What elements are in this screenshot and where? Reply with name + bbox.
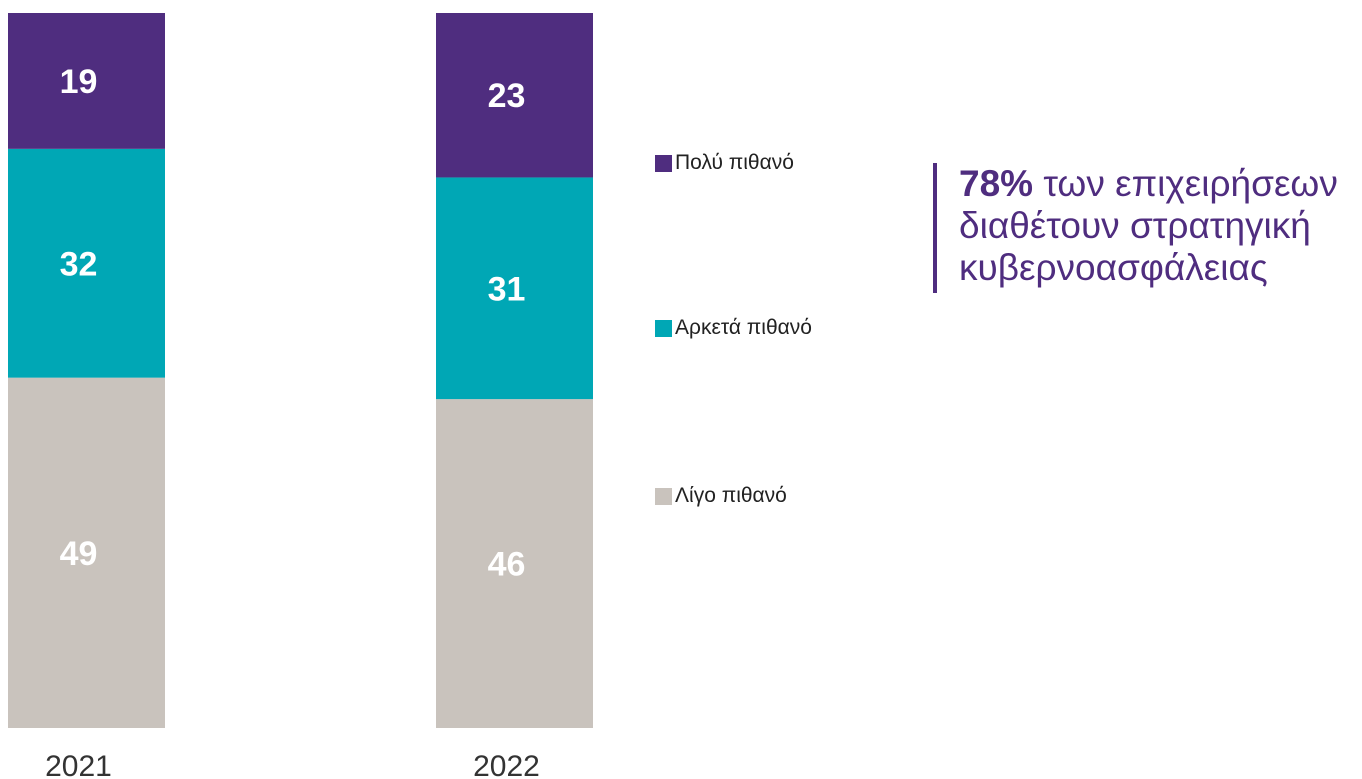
bar-value-label-2022-0: 46 — [488, 546, 526, 584]
legend-item-fairly-likely: Αρκετά πιθανό — [655, 316, 812, 340]
legend-label-fairly-likely: Αρκετά πιθανό — [675, 316, 812, 339]
bar-segment-2022-1 — [436, 177, 593, 400]
legend-swatch-very-likely — [655, 154, 672, 172]
legend-swatch-slightly-likely — [655, 487, 672, 505]
bar-value-label-2022-2: 23 — [488, 77, 526, 115]
x-tick-label-2022: 2022 — [473, 750, 540, 779]
callout-body: των επιχειρήσεων διαθέτουν στρατηγική κυ… — [959, 163, 1338, 288]
bar-segment-2021-1 — [8, 148, 165, 378]
bar-value-label-2021-0: 49 — [60, 535, 98, 573]
legend-swatch-fairly-likely — [655, 319, 672, 337]
legend-item-slightly-likely: Λίγο πιθανό — [655, 484, 787, 508]
bar-segment-2022-2 — [436, 13, 593, 178]
bar-segment-2021-0 — [8, 377, 165, 728]
legend-item-very-likely: Πολύ πιθανό — [655, 151, 794, 175]
x-tick-label-2021: 2021 — [45, 750, 112, 779]
callout: 78% των επιχειρήσεων διαθέτουν στρατηγικ… — [933, 163, 1362, 293]
bar-segment-2022-0 — [436, 399, 593, 728]
legend-label-very-likely: Πολύ πιθανό — [675, 151, 794, 174]
bar-segment-2021-2 — [8, 13, 165, 149]
bar-value-label-2022-1: 31 — [488, 270, 526, 308]
bar-value-label-2021-1: 32 — [60, 245, 98, 283]
bar-value-label-2021-2: 19 — [60, 63, 98, 101]
callout-highlight: 78% — [959, 163, 1034, 204]
legend-label-slightly-likely: Λίγο πιθανό — [675, 484, 787, 507]
stacked-bar-chart: 49 32 19 2021 46 31 23 2022 — [8, 13, 593, 779]
callout-text: 78% των επιχειρήσεων διαθέτουν στρατηγικ… — [959, 163, 1362, 289]
